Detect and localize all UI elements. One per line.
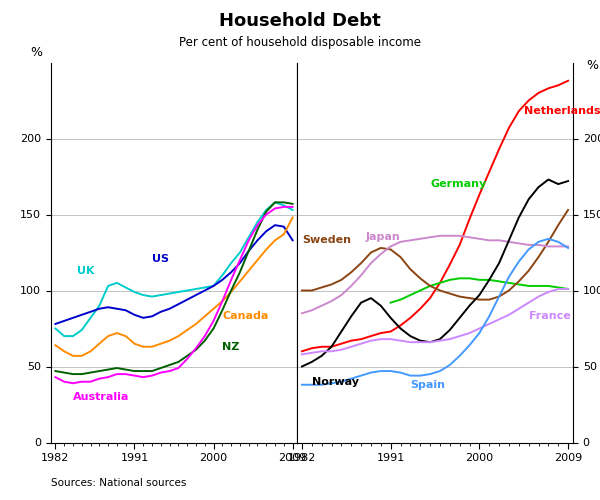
Text: Germany: Germany <box>430 179 487 189</box>
Text: Netherlands: Netherlands <box>524 106 600 116</box>
Text: Spain: Spain <box>410 380 445 390</box>
Text: Japan: Japan <box>366 232 401 242</box>
Text: Household Debt: Household Debt <box>219 12 381 30</box>
Text: Norway: Norway <box>312 376 359 386</box>
Text: Australia: Australia <box>73 392 130 402</box>
Text: France: France <box>529 312 571 322</box>
Text: UK: UK <box>77 266 95 276</box>
Y-axis label: %: % <box>30 46 42 59</box>
Text: Canada: Canada <box>223 312 269 322</box>
Text: Sources: National sources: Sources: National sources <box>51 478 187 488</box>
Text: Per cent of household disposable income: Per cent of household disposable income <box>179 36 421 49</box>
Text: NZ: NZ <box>223 342 239 351</box>
Text: US: US <box>152 254 169 264</box>
Y-axis label: %: % <box>586 58 598 71</box>
Text: Sweden: Sweden <box>302 236 351 246</box>
